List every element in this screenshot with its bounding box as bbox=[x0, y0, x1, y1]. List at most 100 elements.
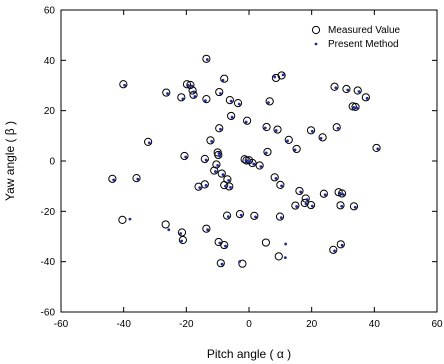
measured-value-point bbox=[220, 181, 229, 190]
present-method-point bbox=[210, 139, 214, 143]
measured-value-point bbox=[336, 240, 345, 249]
measured-value-point bbox=[337, 189, 347, 198]
measured-value-point bbox=[332, 123, 341, 132]
present-method-point bbox=[355, 106, 359, 110]
measured-value-point bbox=[250, 211, 259, 220]
x-axis-title: Pitch angle ( α ) bbox=[207, 347, 291, 361]
present-method-point bbox=[180, 239, 184, 243]
measured-value-point bbox=[118, 215, 127, 224]
present-method-point bbox=[310, 204, 314, 208]
present-method-point bbox=[279, 216, 283, 220]
present-method-point bbox=[248, 159, 252, 163]
present-method-point bbox=[229, 99, 233, 103]
present-method-point bbox=[284, 242, 288, 246]
present-method-point bbox=[192, 90, 196, 94]
present-method-point bbox=[304, 202, 308, 206]
present-method-point bbox=[217, 152, 221, 155]
measured-value-point bbox=[162, 88, 171, 97]
measured-value-point bbox=[202, 224, 211, 233]
present-method-point bbox=[346, 88, 350, 92]
measured-value-point bbox=[334, 188, 343, 197]
measured-value-point bbox=[276, 180, 285, 190]
present-method-point bbox=[338, 191, 342, 195]
present-method-point bbox=[305, 198, 309, 201]
present-method-point bbox=[286, 139, 289, 143]
measured-value-point bbox=[210, 166, 219, 175]
present-method-point bbox=[221, 78, 225, 82]
measured-value-point bbox=[212, 160, 221, 169]
measured-value-point bbox=[284, 135, 293, 144]
measured-value-point bbox=[329, 245, 338, 254]
present-method-point bbox=[259, 165, 263, 168]
present-method-point bbox=[376, 147, 380, 151]
measured-value-point bbox=[238, 259, 247, 268]
present-method-point bbox=[214, 170, 217, 173]
measured-value-point bbox=[217, 169, 226, 178]
present-method-point bbox=[204, 184, 208, 187]
present-method-point bbox=[274, 176, 278, 180]
measured-value-point bbox=[132, 174, 141, 183]
measured-value-point bbox=[119, 80, 128, 89]
measured-value-point bbox=[216, 259, 225, 268]
measured-value-point bbox=[240, 155, 249, 164]
measured-value-point bbox=[271, 73, 281, 83]
measured-value-point bbox=[180, 151, 189, 161]
present-method-point bbox=[186, 83, 190, 87]
present-method-point bbox=[226, 215, 230, 219]
present-method-point bbox=[136, 177, 140, 181]
measured-value-point bbox=[215, 124, 224, 133]
measured-value-point bbox=[270, 173, 279, 182]
present-method-point bbox=[218, 241, 222, 245]
present-method-point bbox=[365, 96, 369, 100]
present-method-point bbox=[128, 217, 132, 221]
present-method-point bbox=[205, 58, 209, 61]
measured-value-point bbox=[202, 94, 211, 104]
measured-value-point bbox=[319, 189, 328, 198]
x-tick-label: 40 bbox=[369, 319, 381, 330]
measured-value-point bbox=[200, 154, 209, 164]
present-method-point bbox=[239, 213, 243, 217]
measured-value-point bbox=[273, 125, 282, 134]
y-tick-label: -60 bbox=[41, 308, 56, 319]
measured-value-point bbox=[214, 150, 223, 160]
measured-value-point bbox=[295, 186, 304, 196]
present-method-point bbox=[219, 127, 222, 131]
present-method-point bbox=[333, 249, 336, 253]
present-method-point bbox=[334, 86, 338, 90]
measured-value-point bbox=[182, 80, 192, 89]
present-method-point bbox=[112, 178, 116, 182]
legend: Measured Value Present Method bbox=[311, 25, 401, 50]
present-method-point bbox=[252, 162, 256, 166]
present-method-point bbox=[340, 243, 344, 247]
present-method-point bbox=[190, 84, 194, 88]
measured-value-point bbox=[225, 95, 234, 105]
present-method-point bbox=[193, 95, 197, 98]
present-method-point bbox=[184, 155, 188, 159]
present-method-point bbox=[299, 190, 303, 194]
measured-value-point bbox=[277, 71, 286, 80]
measured-value-point bbox=[353, 86, 362, 95]
present-method-point bbox=[280, 184, 283, 188]
x-tick-label: -40 bbox=[116, 319, 131, 330]
x-tick-label: -20 bbox=[179, 319, 194, 330]
measured-value-point bbox=[342, 84, 351, 94]
x-tick-label: 0 bbox=[246, 319, 252, 330]
present-method-point bbox=[224, 184, 227, 188]
y-tick-label: 40 bbox=[44, 56, 56, 67]
present-method-point bbox=[283, 256, 287, 260]
present-method-point bbox=[267, 101, 270, 105]
present-method-point bbox=[238, 260, 242, 264]
x-tick-label: 60 bbox=[431, 319, 443, 330]
measured-value-point bbox=[108, 174, 117, 183]
measured-value-point bbox=[243, 116, 252, 125]
present-method-point bbox=[263, 126, 267, 130]
present-method-point bbox=[216, 164, 220, 167]
legend-marker-present bbox=[314, 42, 318, 46]
y-tick-label: 20 bbox=[44, 106, 56, 117]
present-method-point bbox=[181, 97, 185, 101]
y-axis-title: Yaw angle ( β ) bbox=[3, 121, 17, 201]
present-method-point bbox=[123, 83, 127, 87]
measured-value-point bbox=[349, 202, 359, 211]
measured-value-point bbox=[220, 240, 229, 250]
measured-value-point bbox=[233, 99, 243, 108]
